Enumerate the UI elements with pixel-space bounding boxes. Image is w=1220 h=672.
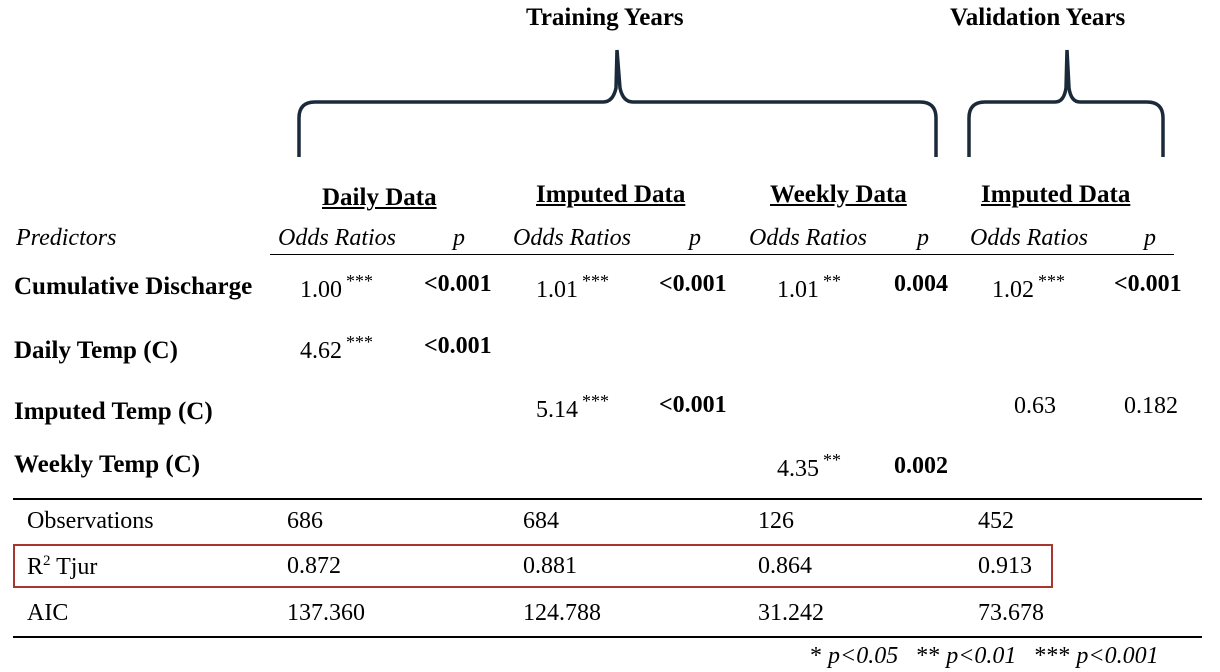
stat-value: 126 — [758, 508, 794, 534]
significance-footnote: * p<0.05 ** p<0.01 *** p<0.001 — [810, 643, 1159, 669]
p-value-cell: <0.001 — [424, 271, 492, 297]
brackets — [297, 49, 1165, 157]
col-header-imputed-training: Imputed Data — [536, 181, 686, 208]
stat-value: 0.881 — [523, 553, 577, 579]
stat-value: 452 — [978, 508, 1014, 534]
odds-header-3: Odds Ratios — [749, 225, 868, 251]
odds-ratio-cell: 1.01 ** — [777, 271, 841, 303]
stat-label-aic: AIC — [27, 600, 69, 626]
predictors-header: Predictors — [16, 225, 117, 251]
odds-header-4: Odds Ratios — [970, 225, 1089, 251]
group-title-training: Training Years — [526, 4, 684, 31]
col-header-daily: Daily Data — [322, 184, 437, 211]
p-header-1: p — [453, 225, 465, 251]
p-value-cell: <0.001 — [659, 271, 727, 297]
odds-header-1: Odds Ratios — [278, 225, 397, 251]
stats-bottom-rule — [13, 636, 1202, 638]
stat-label-r2-tjur: R2 Tjur — [27, 553, 98, 580]
odds-header-2: Odds Ratios — [513, 225, 632, 251]
odds-ratio-cell: 1.02 *** — [992, 271, 1065, 303]
stat-value: 0.864 — [758, 553, 812, 579]
p-header-4: p — [1144, 225, 1156, 251]
p-value-cell: <0.001 — [659, 392, 727, 418]
odds-ratio-cell: 4.62 *** — [300, 332, 373, 364]
stat-label-observations: Observations — [27, 508, 154, 534]
stat-value: 0.872 — [287, 553, 341, 579]
p-value-cell: 0.182 — [1124, 393, 1178, 419]
stats-top-rule — [13, 498, 1202, 500]
stat-value: 686 — [287, 508, 323, 534]
p-value-cell: 0.002 — [894, 453, 948, 479]
stat-value: 73.678 — [978, 600, 1044, 626]
odds-ratio-cell: 4.35 ** — [777, 450, 841, 482]
stat-value: 31.242 — [758, 600, 824, 626]
p-header-3: p — [917, 225, 929, 251]
subheader-rule — [270, 254, 1174, 255]
p-header-2: p — [689, 225, 701, 251]
stat-value: 0.913 — [978, 553, 1032, 579]
odds-ratio-cell: 0.63 — [1014, 393, 1056, 419]
stat-value: 684 — [523, 508, 559, 534]
stat-value: 137.360 — [287, 600, 365, 626]
stat-value: 124.788 — [523, 600, 601, 626]
p-value-cell: <0.001 — [1114, 271, 1182, 297]
training-bracket — [297, 49, 938, 157]
odds-ratio-cell: 1.00 *** — [300, 271, 373, 303]
predictor-weekly-temp: Weekly Temp (C) — [14, 451, 201, 478]
col-header-weekly: Weekly Data — [770, 181, 907, 208]
col-header-imputed-validation: Imputed Data — [981, 181, 1131, 208]
group-title-validation: Validation Years — [950, 4, 1126, 31]
odds-ratio-cell: 5.14 *** — [536, 391, 609, 423]
r2-highlight-box — [13, 544, 1053, 588]
p-value-cell: <0.001 — [424, 333, 492, 359]
p-value-cell: 0.004 — [894, 271, 948, 297]
validation-bracket — [967, 49, 1165, 157]
odds-ratio-cell: 1.01 *** — [536, 271, 609, 303]
predictor-imputed-temp: Imputed Temp (C) — [14, 398, 213, 425]
predictor-daily-temp: Daily Temp (C) — [14, 337, 178, 364]
predictor-cumulative-discharge: Cumulative Discharge — [14, 273, 253, 300]
